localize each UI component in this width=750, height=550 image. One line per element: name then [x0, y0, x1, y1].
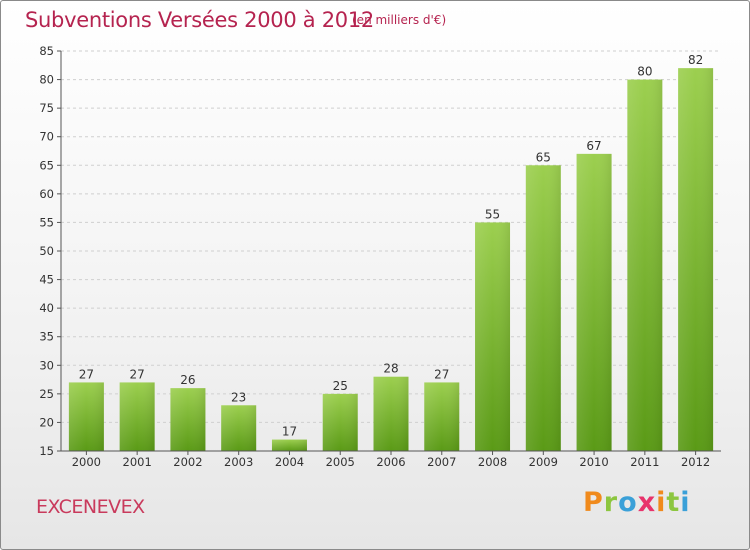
bar-shade: [271, 439, 307, 451]
commune-name: EXCENEVEX: [36, 496, 145, 518]
axes: [57, 50, 721, 455]
y-tick-label: 20: [39, 415, 54, 429]
x-tick-label: 2000: [72, 455, 101, 469]
bar-shade: [322, 393, 358, 451]
bar-shade: [119, 382, 155, 451]
y-tick-label: 75: [39, 101, 54, 115]
y-tick-label: 70: [39, 130, 54, 144]
bar-value-label: 17: [282, 425, 297, 439]
chart-title: Subventions Versées 2000 à 2012: [25, 8, 374, 32]
logo-letter: P: [583, 487, 604, 518]
x-tick-label: 2011: [630, 455, 659, 469]
x-tick-label: 2001: [123, 455, 152, 469]
bar-shade: [475, 222, 511, 451]
bar-value-label: 82: [688, 53, 703, 67]
bar-value-label: 27: [79, 367, 94, 381]
bar-shade: [221, 405, 257, 451]
y-tick-label: 85: [39, 44, 54, 58]
y-tick-label: 50: [39, 244, 54, 258]
bar-shade: [170, 388, 206, 451]
y-tick-label: 25: [39, 387, 54, 401]
bar-value-label: 28: [383, 362, 398, 376]
bar-shade: [424, 382, 460, 451]
bar-shade: [627, 79, 663, 452]
y-tick-label: 55: [39, 215, 54, 229]
y-tick-label: 40: [39, 301, 54, 315]
bar-shade: [373, 376, 409, 451]
x-tick-label: 2004: [275, 455, 304, 469]
logo-letter: i: [680, 487, 691, 518]
proxiti-logo: Proxiti: [583, 487, 691, 518]
x-tick-label: 2009: [529, 455, 558, 469]
x-tick-label: 2005: [326, 455, 355, 469]
x-tick-label: 2010: [579, 455, 608, 469]
bar-value-label: 27: [434, 367, 449, 381]
x-tick-label: 2006: [376, 455, 405, 469]
y-tick-label: 15: [39, 444, 54, 458]
y-tick-label: 30: [39, 358, 54, 372]
y-tick-label: 35: [39, 330, 54, 344]
bar-value-label: 55: [485, 207, 500, 221]
logo-letter: r: [603, 487, 619, 518]
x-tick-label: 2002: [173, 455, 202, 469]
x-tick-label: 2008: [478, 455, 507, 469]
bar-value-label: 25: [333, 379, 348, 393]
x-tick-label: 2003: [224, 455, 253, 469]
y-tick-label: 45: [39, 273, 54, 287]
bar-shade: [525, 165, 561, 452]
bar-shade: [68, 382, 104, 451]
logo-letter: o: [618, 487, 638, 518]
bar-shade: [576, 153, 612, 451]
x-tick-label: 2007: [427, 455, 456, 469]
bar-value-label: 23: [231, 390, 246, 404]
bar-value-label: 67: [586, 139, 601, 153]
logo-letter: t: [666, 487, 681, 518]
labels: 15 20 25 30 35 40 45 50 55 60 65 70 75 80 85 27 2000 27 20…: [39, 44, 710, 469]
logo-letter: x: [637, 487, 657, 518]
x-tick-label: 2012: [681, 455, 710, 469]
bar-value-label: 27: [130, 367, 145, 381]
y-tick-label: 60: [39, 187, 54, 201]
bar-value-label: 26: [180, 373, 195, 387]
bar-value-label: 65: [536, 150, 551, 164]
bar-value-label: 80: [637, 65, 652, 79]
chart-unit-label: (en milliers d'€): [352, 13, 447, 27]
bars: [68, 68, 714, 452]
bar-shade: [678, 68, 714, 452]
logo-letter: i: [656, 487, 667, 518]
y-tick-label: 80: [39, 73, 54, 87]
y-tick-label: 65: [39, 158, 54, 172]
